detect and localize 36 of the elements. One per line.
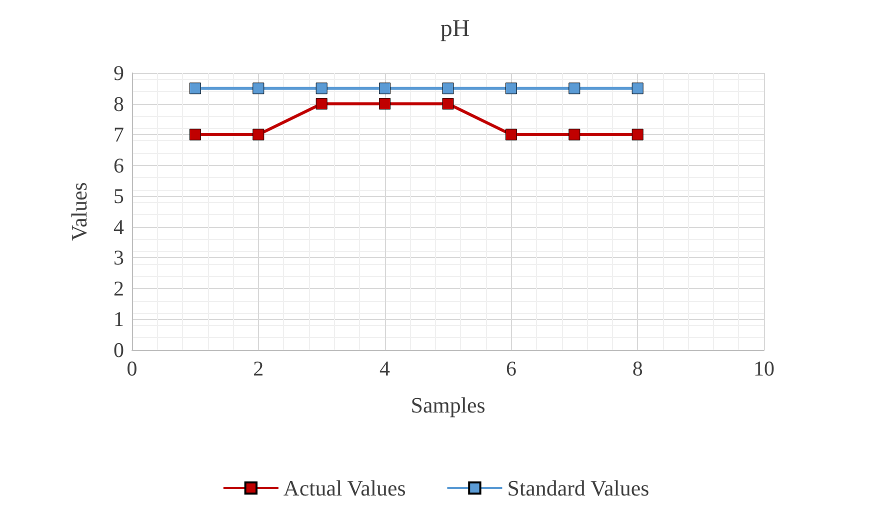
y-axis-title: Values bbox=[66, 182, 92, 241]
point bbox=[442, 82, 454, 94]
point bbox=[189, 128, 201, 140]
y-tick-label: 8 bbox=[114, 92, 124, 116]
point bbox=[252, 128, 264, 140]
y-tick-label: 6 bbox=[114, 153, 124, 178]
point bbox=[316, 98, 328, 110]
point bbox=[505, 82, 517, 94]
x-tick-label: 8 bbox=[632, 356, 643, 380]
y-tick-label: 3 bbox=[114, 246, 124, 270]
x-tick-label: 6 bbox=[506, 356, 516, 380]
chart-title: pH bbox=[440, 16, 470, 42]
point bbox=[379, 82, 391, 94]
y-tick-label: 1 bbox=[114, 307, 124, 332]
x-tick-label: 2 bbox=[253, 356, 264, 380]
y-tick-label: 5 bbox=[114, 184, 124, 208]
point bbox=[632, 128, 644, 140]
point bbox=[316, 82, 328, 94]
point bbox=[252, 82, 264, 94]
y-tick-label: 4 bbox=[114, 214, 124, 239]
point bbox=[568, 82, 580, 94]
x-tick-label: 10 bbox=[754, 356, 774, 380]
legend-label: Standard Values bbox=[507, 476, 650, 500]
point bbox=[442, 98, 454, 110]
x-axis-title: Samples bbox=[410, 392, 486, 418]
y-tick-label: 7 bbox=[114, 122, 124, 147]
legend-label: Actual Values bbox=[283, 476, 406, 500]
point bbox=[189, 82, 201, 94]
point bbox=[379, 98, 391, 110]
point bbox=[568, 128, 580, 140]
x-tick-label: 4 bbox=[380, 356, 391, 380]
point bbox=[505, 128, 517, 140]
y-tick-label: 2 bbox=[114, 276, 124, 300]
y-tick-label: 0 bbox=[114, 338, 124, 362]
point bbox=[632, 82, 644, 94]
y-tick-label: 9 bbox=[114, 61, 124, 85]
